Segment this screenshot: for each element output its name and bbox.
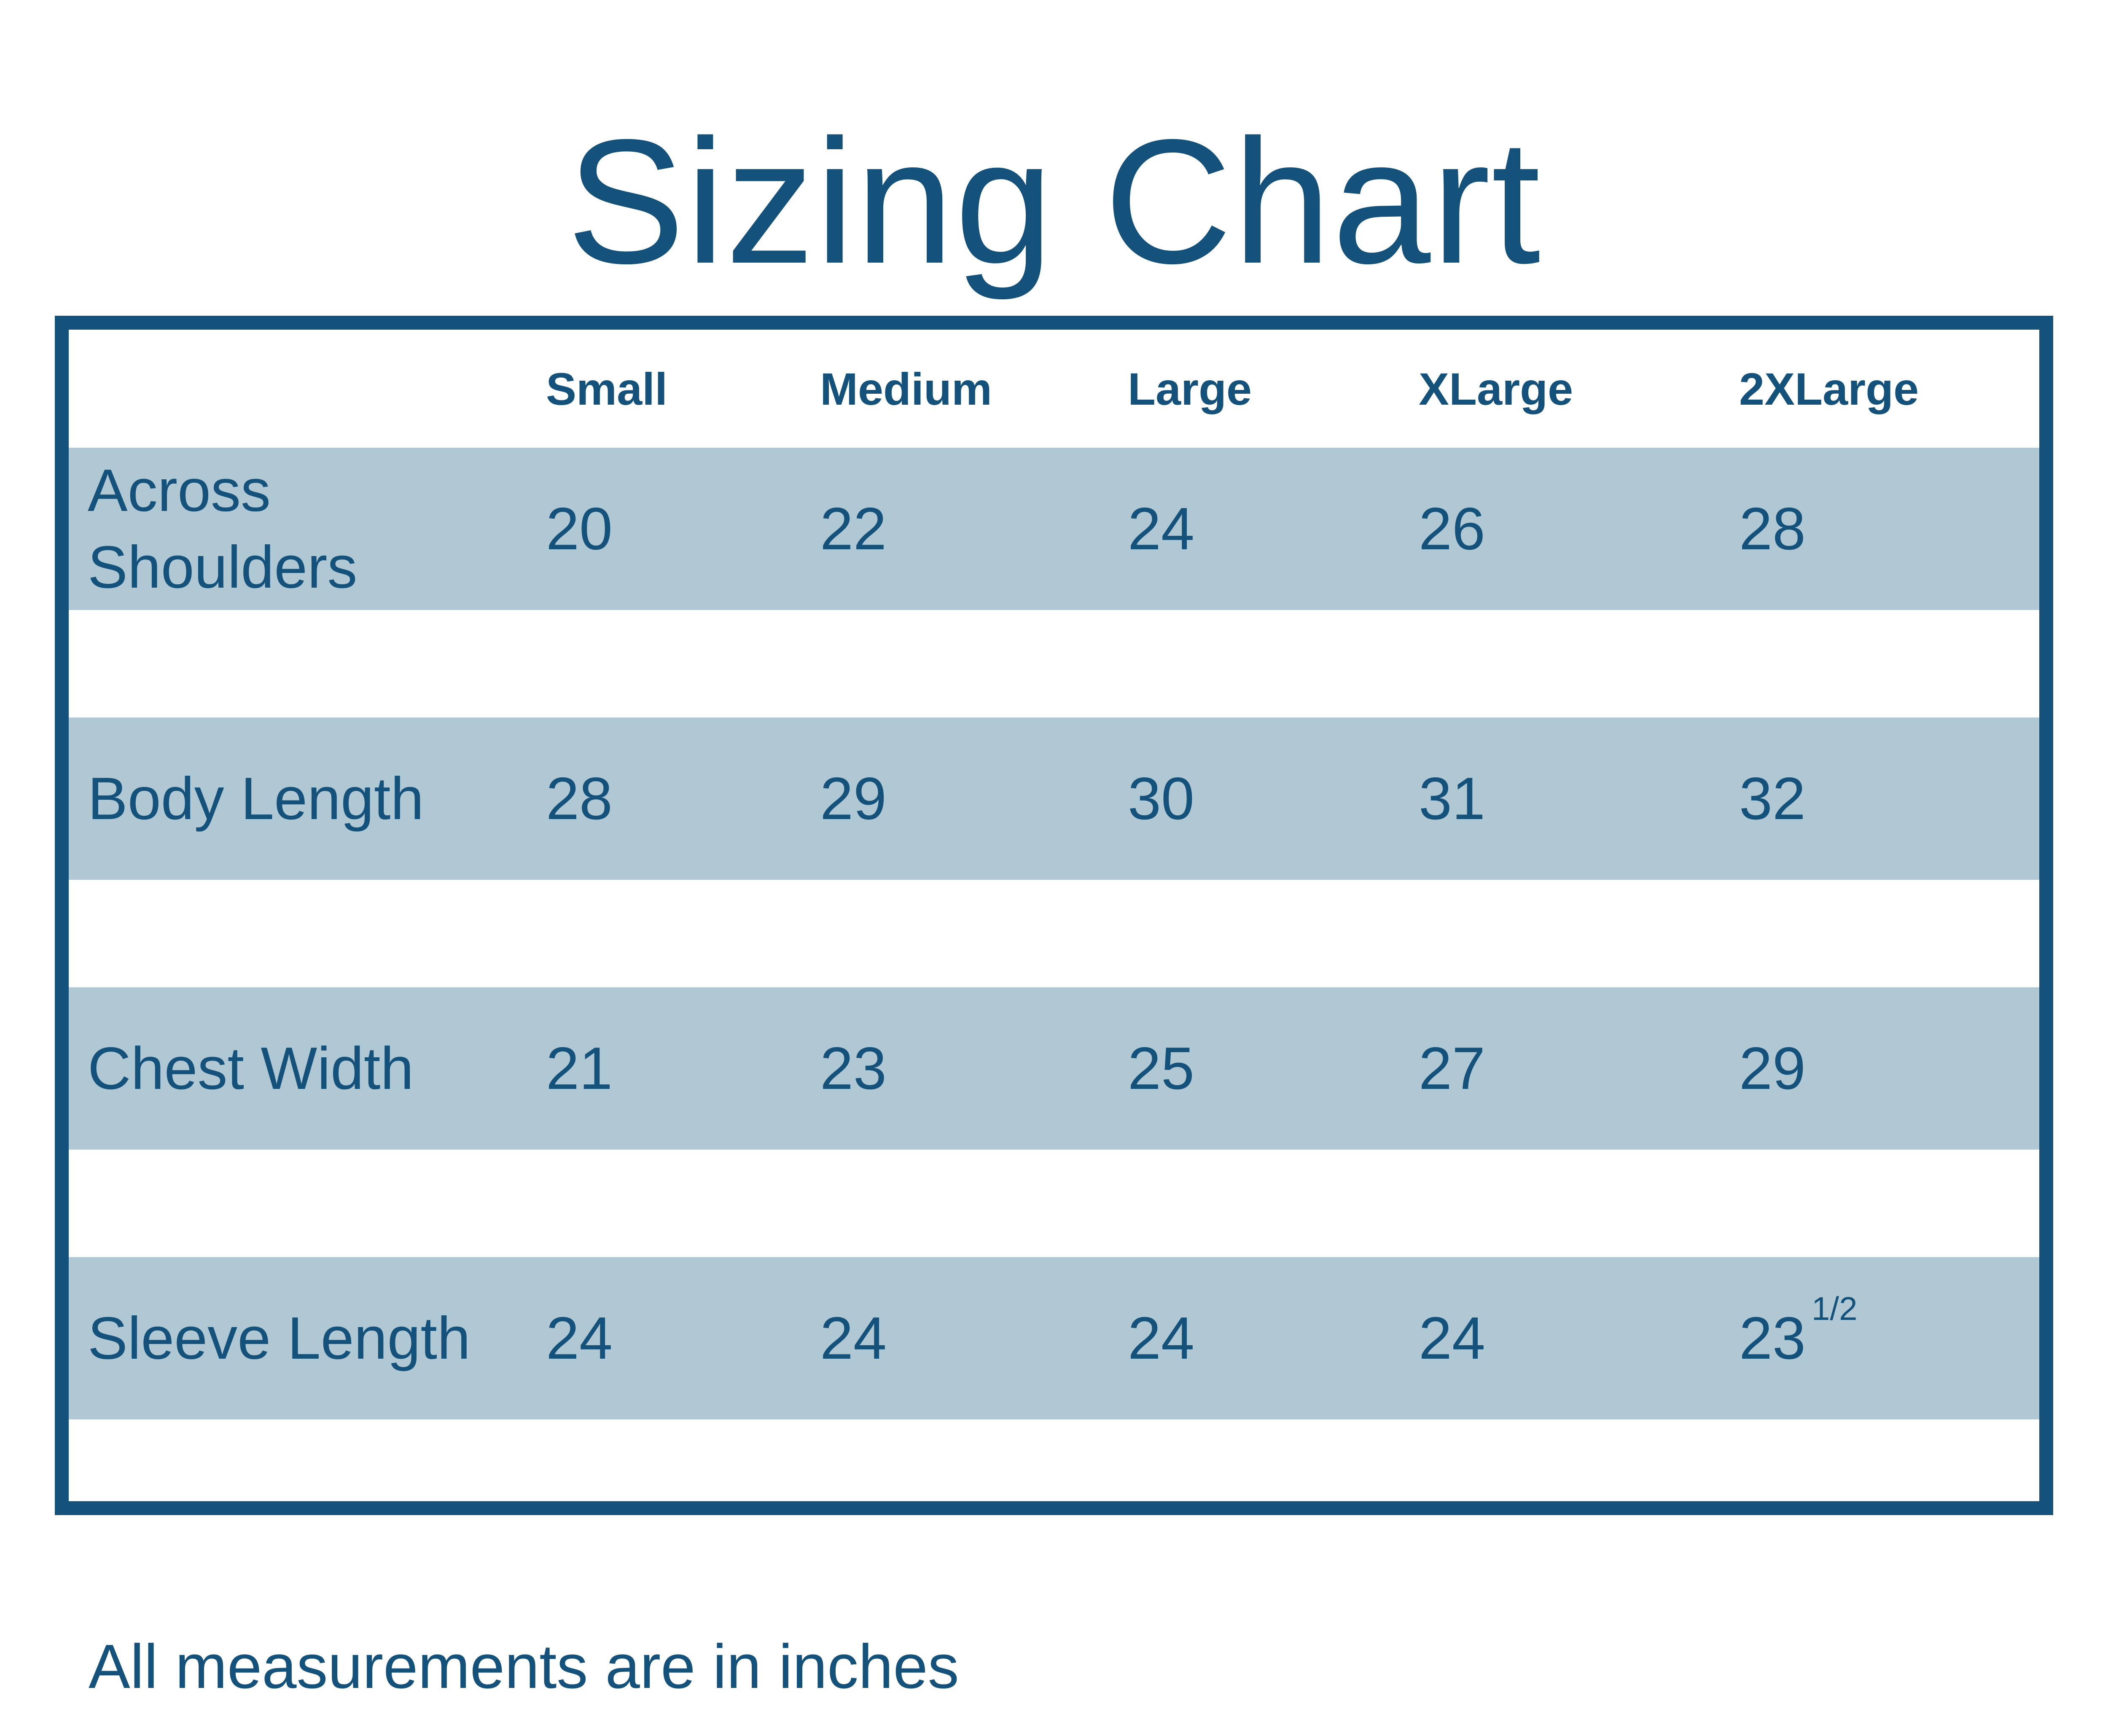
table-cell: 28 <box>546 765 613 832</box>
table-cell: 24 <box>820 1304 887 1372</box>
table-cell: 23 1/2 <box>1739 1290 2039 1373</box>
table-row-sleeve-length: Sleeve Length 24 24 24 24 23 1/2 <box>69 1257 2039 1419</box>
table-cell: 24 <box>1419 1304 1485 1372</box>
cell-value-base: 23 <box>1739 1304 1806 1372</box>
table-cell: 29 <box>820 765 887 832</box>
column-header-large: Large <box>1128 363 1252 414</box>
table-cell: 22 <box>820 495 887 562</box>
row-label: Body Length <box>88 765 424 832</box>
table-cell: 23 <box>820 1035 887 1102</box>
column-header-2xlarge: 2XLarge <box>1739 363 1919 414</box>
table-cell: 24 <box>1128 495 1194 562</box>
table-cell: 28 <box>1739 495 1806 562</box>
column-header-medium: Medium <box>820 363 992 414</box>
row-label: Chest Width <box>88 1035 414 1102</box>
table-cell: 29 <box>1739 1035 1806 1102</box>
table-row-across-shoulders: Across Shoulders 20 22 24 26 28 <box>69 448 2039 610</box>
page-title: Sizing Chart <box>567 103 1541 301</box>
row-label: Across Shoulders <box>88 457 358 601</box>
row-label: Sleeve Length <box>88 1304 471 1372</box>
table-cell: 26 <box>1419 495 1485 562</box>
table-header-row: Small Medium Large XLarge 2XLarge <box>69 330 2039 448</box>
table-cell: 25 <box>1128 1035 1194 1102</box>
table-row-body-length: Body Length 28 29 30 31 32 <box>69 718 2039 880</box>
column-header-small: Small <box>546 363 668 414</box>
cell-value-fraction: 1/2 <box>1812 1290 1858 1328</box>
table-cell: 24 <box>1128 1304 1194 1372</box>
table-cell: 30 <box>1128 765 1194 832</box>
table-cell: 32 <box>1739 765 1806 832</box>
table-cell: 21 <box>546 1035 613 1102</box>
table-row-chest-width: Chest Width 21 23 25 27 29 <box>69 987 2039 1150</box>
table-cell: 31 <box>1419 765 1485 832</box>
table-cell: 20 <box>546 495 613 562</box>
table-cell: 27 <box>1419 1035 1485 1102</box>
column-header-xlarge: XLarge <box>1419 363 1573 414</box>
sizing-table: Small Medium Large XLarge 2XLarge Across… <box>55 316 2053 1515</box>
table-cell: 24 <box>546 1304 613 1372</box>
footnote: All measurements are in inches <box>89 1632 959 1701</box>
